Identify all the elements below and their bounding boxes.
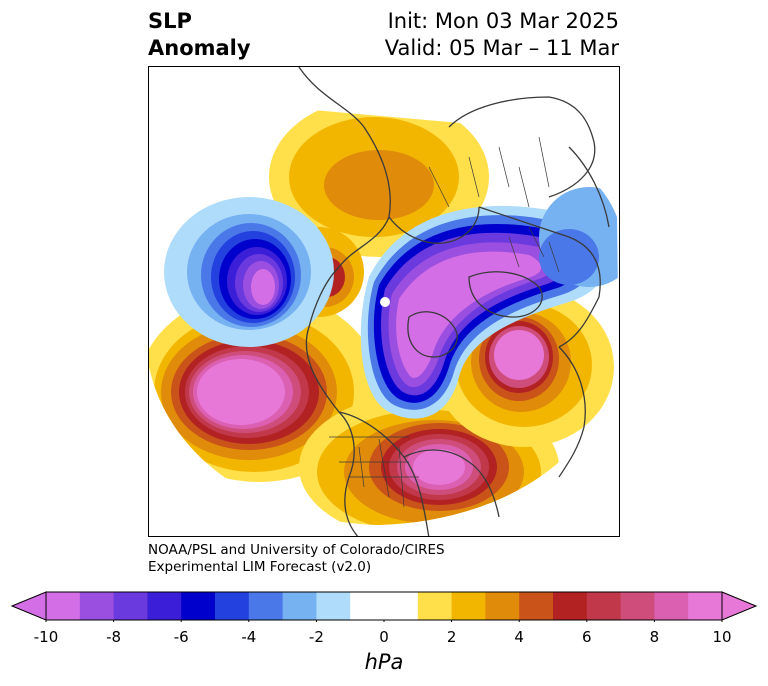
credit-line1: NOAA/PSL and University of Colorado/CIRE… [148,542,445,558]
credit-text: NOAA/PSL and University of Colorado/CIRE… [148,542,445,576]
colorbar-bin [46,592,81,620]
map-title: SLP Anomaly [148,8,251,62]
colorbar-tick-label: -2 [308,628,324,646]
colorbar-bin [586,592,622,620]
colorbar-bin [451,592,486,620]
colorbar-bin [384,592,419,620]
colorbar-bin [654,592,689,620]
colorbar-bin [316,592,351,620]
colorbar-tick-label: 0 [379,628,389,646]
colorbar-bin [417,592,453,620]
colorbar-bin [181,592,216,620]
colorbar-tick-label: 6 [582,628,592,646]
coastlines [298,67,610,536]
colorbar-tick-label: -8 [106,628,122,646]
colorbar-bin [147,592,182,620]
colorbar-tick-label: 10 [712,628,732,646]
colorbar-bin [688,592,723,620]
colorbar-bin [519,592,554,620]
colorbar [10,591,758,622]
colorbar-bin [553,592,588,620]
title-variable: SLP [148,9,192,33]
colorbar-units: hPa [364,650,404,674]
colorbar-bin [248,592,284,620]
colorbar-bin [79,592,115,620]
map-panel [148,66,620,537]
colorbar-tick-label: -4 [241,628,257,646]
colorbar-bin [350,592,385,620]
colorbar-bin [113,592,148,620]
colorbar-tick-label: 8 [649,628,660,646]
colorbar-tick-label: -6 [173,628,189,646]
colorbar-bin [215,592,250,620]
colorbar-extend-low [10,591,47,621]
valid-dates: Valid: 05 Mar – 11 Mar [384,36,619,60]
credit-line2: Experimental LIM Forecast (v2.0) [148,559,372,575]
colorbar-bin [620,592,655,620]
north-pole-marker [380,297,390,307]
map-svg [149,67,619,536]
colorbar-tick-label: -10 [33,628,59,646]
init-date: Init: Mon 03 Mar 2025 [387,9,619,33]
colorbar-bin [282,592,317,620]
colorbar-tick-label: 4 [514,628,524,646]
colorbar-tick-label: 2 [446,628,457,646]
borders [329,136,560,508]
map-dates: Init: Mon 03 Mar 2025 Valid: 05 Mar – 11… [385,8,619,62]
colorbar-bin [485,592,520,620]
title-type: Anomaly [148,36,251,60]
colorbar-extend-high [721,591,758,621]
